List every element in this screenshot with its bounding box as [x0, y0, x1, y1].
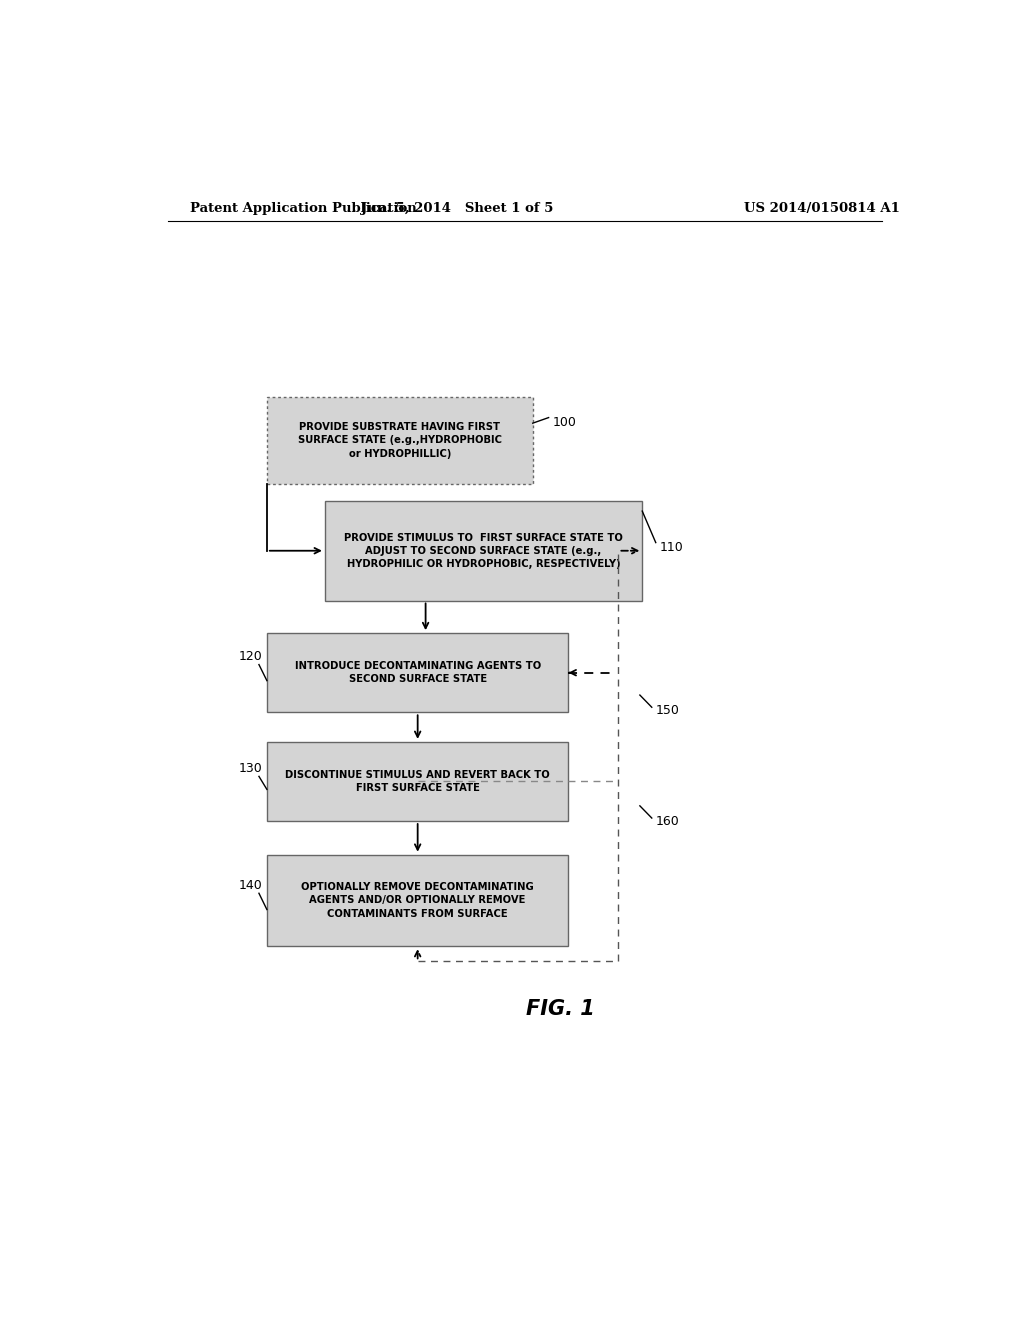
- Text: 140: 140: [240, 879, 263, 891]
- Text: FIG. 1: FIG. 1: [526, 999, 595, 1019]
- Text: PROVIDE SUBSTRATE HAVING FIRST
SURFACE STATE (e.g.,HYDROPHOBIC
or HYDROPHILLIC): PROVIDE SUBSTRATE HAVING FIRST SURFACE S…: [298, 422, 502, 458]
- Bar: [325, 500, 642, 601]
- Text: Jun. 5, 2014   Sheet 1 of 5: Jun. 5, 2014 Sheet 1 of 5: [361, 202, 554, 215]
- Text: 130: 130: [240, 762, 263, 775]
- Bar: [267, 397, 532, 483]
- Text: DISCONTINUE STIMULUS AND REVERT BACK TO
FIRST SURFACE STATE: DISCONTINUE STIMULUS AND REVERT BACK TO …: [286, 770, 550, 793]
- Text: 100: 100: [553, 416, 577, 429]
- Text: OPTIONALLY REMOVE DECONTAMINATING
AGENTS AND/OR OPTIONALLY REMOVE
CONTAMINANTS F: OPTIONALLY REMOVE DECONTAMINATING AGENTS…: [301, 882, 535, 919]
- Bar: [267, 854, 568, 946]
- Text: 150: 150: [655, 704, 680, 717]
- Text: US 2014/0150814 A1: US 2014/0150814 A1: [744, 202, 900, 215]
- Text: PROVIDE STIMULUS TO  FIRST SURFACE STATE TO
ADJUST TO SECOND SURFACE STATE (e.g.: PROVIDE STIMULUS TO FIRST SURFACE STATE …: [344, 532, 623, 569]
- Bar: [267, 634, 568, 713]
- Text: 120: 120: [240, 649, 263, 663]
- Text: 110: 110: [659, 541, 683, 554]
- Text: Patent Application Publication: Patent Application Publication: [189, 202, 417, 215]
- Bar: [267, 742, 568, 821]
- Text: 160: 160: [655, 814, 680, 828]
- Text: INTRODUCE DECONTAMINATING AGENTS TO
SECOND SURFACE STATE: INTRODUCE DECONTAMINATING AGENTS TO SECO…: [295, 661, 541, 684]
